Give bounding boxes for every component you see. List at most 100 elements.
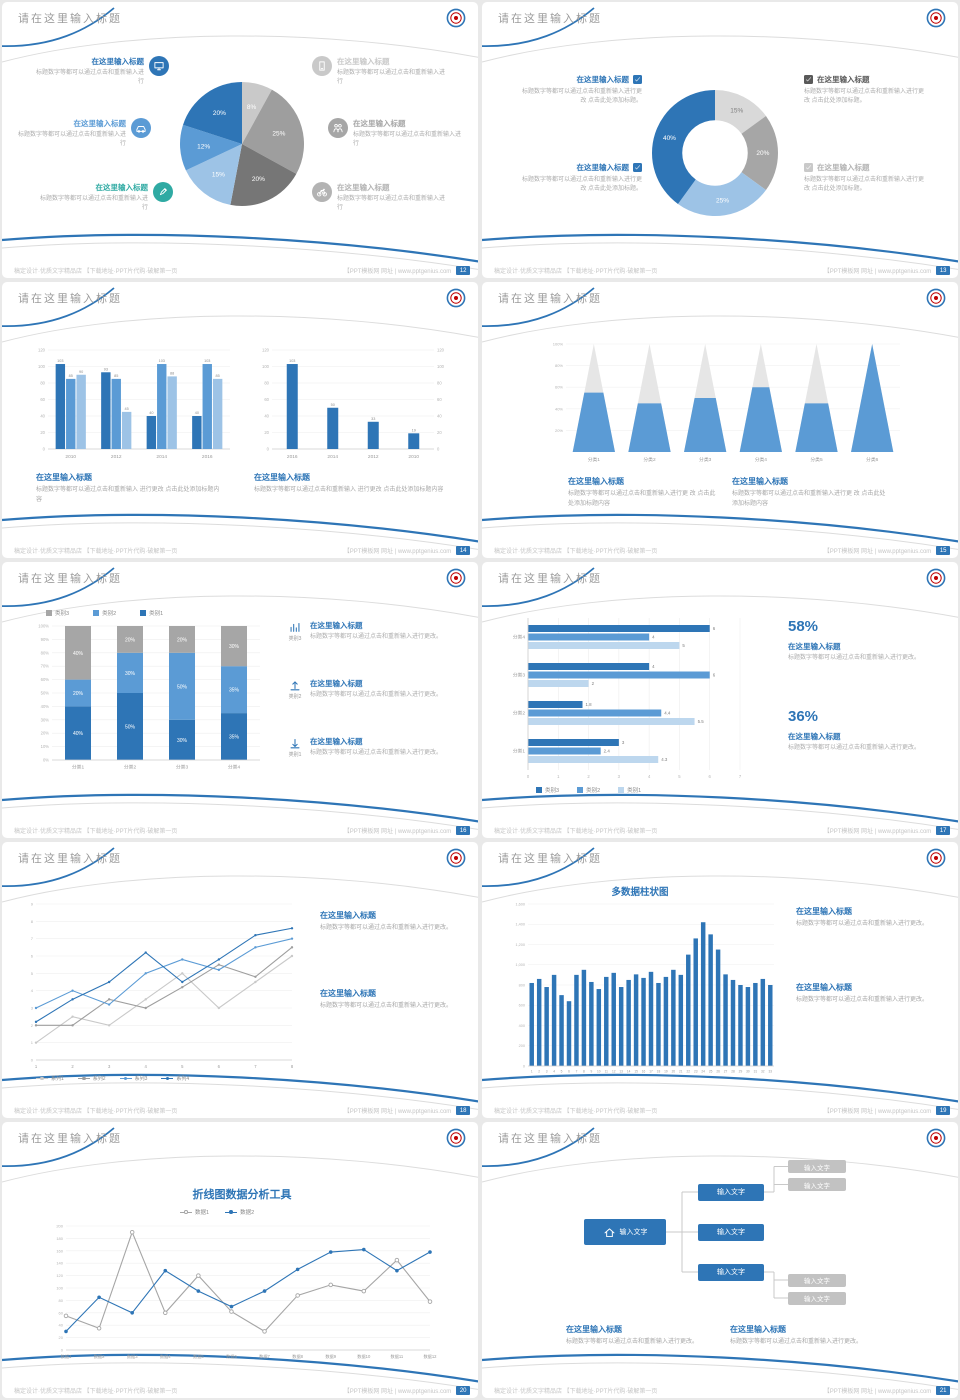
slide-preview-21[interactable]: 请在这里输入标题 输入文字 输入文字 输入文字 输入文字 输入文字 输入文字 输…: [482, 1122, 958, 1398]
university-logo-icon: [446, 848, 466, 868]
legend-label: 类别1: [627, 788, 642, 794]
svg-text:数据10: 数据10: [357, 1353, 371, 1360]
legend-swatch: [93, 610, 100, 616]
svg-text:80%: 80%: [41, 650, 50, 655]
slide-title: 请在这里输入标题: [498, 853, 602, 865]
chart-title: 折线图数据分析工具: [192, 1189, 292, 1201]
svg-text:数据7: 数据7: [259, 1353, 270, 1360]
bar-chart-icon: [288, 620, 302, 634]
svg-text:400: 400: [519, 1024, 525, 1028]
svg-text:103: 103: [57, 359, 63, 363]
svg-text:数据1: 数据1: [61, 1353, 72, 1360]
svg-text:40: 40: [195, 411, 199, 415]
svg-text:数据2: 数据2: [94, 1353, 105, 1360]
block-text: 标题数字等都可以通过点击和重新输入 进行更改 点击此处添加标题内容: [36, 487, 220, 503]
svg-text:0: 0: [31, 1058, 34, 1063]
university-logo-icon: [926, 568, 946, 588]
legend-swatch: [46, 610, 52, 616]
svg-text:5.5: 5.5: [698, 719, 705, 724]
footer-right-text: 【PPT模板网 网址 | www.pptgenius.com: [823, 269, 932, 275]
block-text: 标题数字等都可以通过点击和重新输入 进行更改 点击此处添加标题内容: [254, 487, 444, 493]
people-icon: [328, 118, 348, 138]
svg-text:33: 33: [371, 417, 375, 421]
item-text: 标题数字等都可以通过点击和重新输入进行: [337, 196, 446, 212]
svg-text:2: 2: [71, 1064, 74, 1069]
svg-text:19: 19: [412, 428, 416, 432]
svg-text:15%: 15%: [730, 107, 743, 114]
svg-text:3: 3: [108, 1064, 111, 1069]
svg-text:分类4: 分类4: [513, 634, 526, 641]
svg-text:50%: 50%: [41, 691, 50, 696]
block-text: 标题数字等都可以通过点击和重新输入进行更改。: [796, 921, 929, 927]
svg-text:140: 140: [56, 1261, 63, 1266]
svg-text:分类4: 分类4: [755, 456, 768, 463]
slide-preview-12[interactable]: 请在这里输入标题 8% 25% 20% 15% 12% 20% 在这里输入标题 标题数字等都…: [2, 2, 478, 278]
slide-title: 请在这里输入标题: [18, 13, 122, 25]
checkbox-icon: [804, 163, 813, 172]
svg-text:6: 6: [31, 954, 34, 959]
item-text: 标题数字等都可以通过点击和重新输入进行更改。: [310, 634, 443, 640]
footer-left-text: 稿定设计·优质文字精品店 【下载地址·PPT片代购·破解第一页: [14, 1389, 178, 1395]
svg-text:30%: 30%: [41, 717, 50, 722]
svg-text:50%: 50%: [125, 725, 136, 731]
svg-text:6: 6: [713, 673, 716, 678]
svg-text:80: 80: [59, 1298, 64, 1303]
svg-text:9: 9: [31, 902, 34, 907]
svg-text:40: 40: [437, 414, 442, 419]
svg-text:数据9: 数据9: [325, 1353, 336, 1360]
svg-text:90: 90: [79, 370, 83, 374]
legend-item: 类别2: [577, 786, 600, 794]
slide-preview-15[interactable]: 请在这里输入标题 20% 40% 60% 80% 100% 分类1 分类2 分类3 分类4 分类5…: [482, 282, 958, 558]
item-title: 在这里输入标题: [95, 183, 149, 192]
svg-text:27: 27: [724, 1070, 728, 1074]
slide-preview-17[interactable]: 请在这里输入标题 0 1 2 3 4 5 6 7 分类1 3 2.4 4.3 分类2 1.8 4.4 5.5 分…: [482, 562, 958, 838]
slide-footer: 稿定设计·优质文字精品店 【下载地址·PPT片代购·破解第一页 【PPT模板网 网…: [494, 1106, 950, 1115]
legend-item: 数据1: [180, 1208, 209, 1216]
slide-preview-16[interactable]: 请在这里输入标题 类别3 类别2 类别1 0% 10% 20% 30% 40% 50% 60…: [2, 562, 478, 838]
slide-title: 请在这里输入标题: [498, 13, 602, 25]
svg-text:2016: 2016: [202, 454, 213, 460]
pie-chart: 8% 25% 20% 15% 12% 20%: [180, 82, 304, 206]
svg-text:11: 11: [605, 1070, 609, 1074]
legend-item: 系列2: [77, 1075, 106, 1082]
svg-text:2012: 2012: [368, 454, 379, 460]
item-text: 标题数字等都可以通过点击和重新输入进行: [337, 70, 446, 86]
svg-text:40: 40: [40, 414, 45, 419]
svg-text:2010: 2010: [65, 454, 76, 460]
svg-text:5: 5: [31, 971, 34, 976]
feature-item: 在这里输入标题 标题数字等都可以通过点击和重新输入进行: [312, 56, 449, 88]
item-title: 在这里输入标题: [817, 75, 870, 84]
item-text: 标题数字等都可以通过点击和重新输入进行更改 点击此处添加标题。: [521, 89, 642, 105]
slide-cell: 请在这里输入标题 0 20 40 60 80 100 120 2010 103 85 90 2012 9…: [0, 280, 480, 560]
slide-cell: 请在这里输入标题 多数据柱状图 0 200 400 600 800 1,000 1,200 1…: [480, 840, 960, 1120]
svg-text:分类3: 分类3: [513, 672, 526, 679]
legend-label: 系列3: [134, 1076, 148, 1082]
svg-text:80: 80: [437, 381, 442, 386]
legend-item: 系列1: [36, 1075, 64, 1082]
svg-text:85: 85: [114, 374, 118, 378]
svg-text:60%: 60%: [41, 677, 50, 682]
slide-cell: 请在这里输入标题 输入文字 输入文字 输入文字 输入文字 输入文字 输入文字 输…: [480, 1120, 960, 1400]
slide-footer: 稿定设计·优质文字精品店 【下载地址·PPT片代购·破解第一页 【PPT模板网 网…: [14, 546, 470, 555]
svg-text:40: 40: [59, 1323, 64, 1328]
horizontal-bar-chart: 0 1 2 3 4 5 6 7 分类1 3 2.4 4.3 分类2 1.8 4.4 5.5 分类3 4 6 2 分类4 6…: [513, 618, 742, 779]
item-title: 在这里输入标题: [73, 119, 127, 128]
slide-preview-19[interactable]: 请在这里输入标题 多数据柱状图 0 200 400 600 800 1,000 1,200 1…: [482, 842, 958, 1118]
legend-item: 类别1: [140, 609, 163, 617]
footer-left-text: 稿定设计·优质文字精品店 【下载地址·PPT片代购·破解第一页: [14, 1109, 178, 1115]
svg-text:100: 100: [56, 1286, 63, 1291]
svg-text:2012: 2012: [111, 454, 122, 460]
slide-preview-13[interactable]: 请在这里输入标题 15% 20% 25% 40% 在这里输入标题 标题数字等都可以通过…: [482, 2, 958, 278]
legend-label: 数据1: [195, 1210, 210, 1216]
slide-preview-14[interactable]: 请在这里输入标题 0 20 40 60 80 100 120 2010 103 85 90 2012 9…: [2, 282, 478, 558]
svg-text:1.8: 1.8: [586, 702, 593, 707]
svg-text:7: 7: [739, 774, 742, 779]
svg-text:分类2: 分类2: [124, 764, 137, 771]
item-text: 标题数字等都可以通过点击和重新输入进行更改。: [310, 750, 443, 756]
svg-text:分类2: 分类2: [643, 456, 656, 463]
svg-text:20: 20: [672, 1070, 676, 1074]
slide-preview-20[interactable]: 请在这里输入标题 折线图数据分析工具 数据1 数据2 0 20 40 60 80 100 1…: [2, 1122, 478, 1398]
